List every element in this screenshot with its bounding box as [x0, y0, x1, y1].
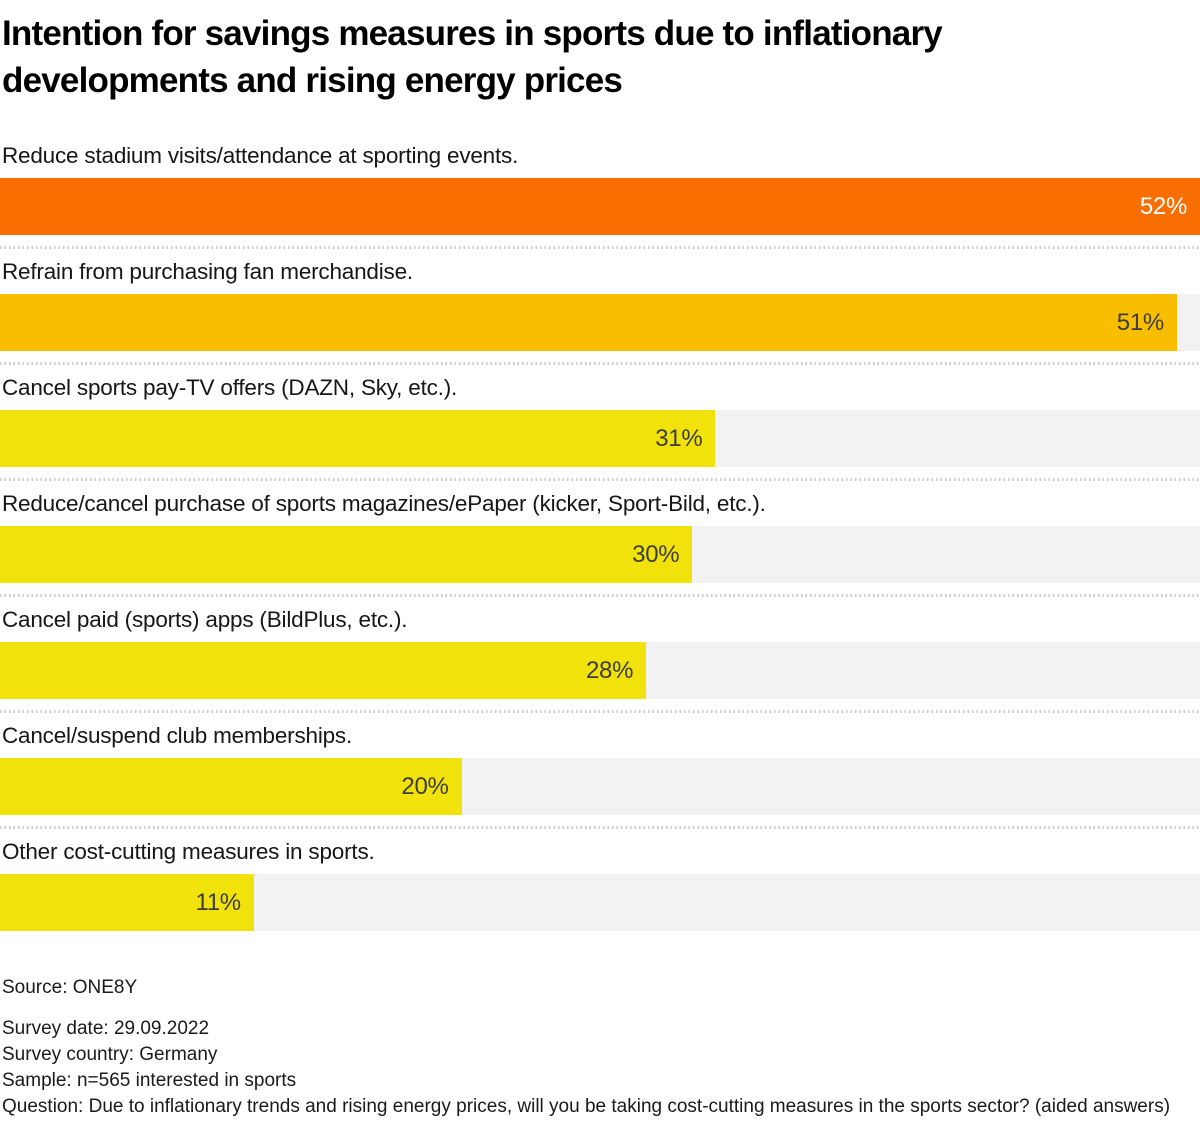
chart-title: Intention for savings measures in sports…: [2, 14, 943, 100]
row-separator: [0, 478, 1200, 481]
bar-category-label: Refrain from purchasing fan merchandise.: [2, 259, 413, 284]
bar-row: Cancel paid (sports) apps (BildPlus, etc…: [0, 607, 1200, 699]
row-separator: [0, 594, 1200, 597]
bar-row: Cancel/suspend club memberships. 20%: [0, 723, 1200, 815]
bar-category-label: Cancel/suspend club memberships.: [2, 723, 353, 748]
footer-notes: Source: ONE8Y Survey date: 29.09.2022 Su…: [2, 975, 1200, 1120]
bar-value-label: 52%: [1139, 192, 1187, 220]
bar-track: 28%: [0, 642, 1200, 699]
row-separator: [0, 246, 1200, 249]
bar-value-label: 30%: [632, 540, 680, 568]
question-note: Question: Due to inflationary trends and…: [2, 1096, 1171, 1117]
bar-category-label: Cancel paid (sports) apps (BildPlus, etc…: [2, 607, 408, 632]
bar-row: Reduce stadium visits/attendance at spor…: [0, 143, 1200, 235]
survey-country-note: Survey country: Germany: [2, 1044, 218, 1065]
bar-category-label: Reduce stadium visits/attendance at spor…: [2, 143, 519, 168]
survey-date-note: Survey date: 29.09.2022: [2, 1018, 210, 1039]
bar-track: 52%: [0, 178, 1200, 235]
bar-category-label: Other cost-cutting measures in sports.: [2, 839, 375, 864]
bar-fill: 31%: [0, 410, 716, 467]
bar-track: 51%: [0, 294, 1200, 351]
bar-value-label: 51%: [1116, 308, 1164, 336]
bar-chart: Reduce stadium visits/attendance at spor…: [0, 143, 1200, 931]
bar-row: Refrain from purchasing fan merchandise.…: [0, 259, 1200, 351]
bar-value-label: 11%: [195, 888, 241, 916]
bar-track: 30%: [0, 526, 1200, 583]
bar-value-label: 28%: [586, 656, 634, 684]
bar-category-label: Cancel sports pay-TV offers (DAZN, Sky, …: [2, 375, 458, 400]
bar-fill: 51%: [0, 294, 1177, 351]
sample-note: Sample: n=565 interested in sports: [2, 1070, 297, 1091]
bar-row: Other cost-cutting measures in sports. 11…: [0, 839, 1200, 931]
bar-category-label: Reduce/cancel purchase of sports magazin…: [2, 491, 766, 516]
bar-track: 31%: [0, 410, 1200, 467]
bar-row: Cancel sports pay-TV offers (DAZN, Sky, …: [0, 375, 1200, 467]
bar-fill: 11%: [0, 874, 254, 931]
bar-fill: 30%: [0, 526, 693, 583]
bar-track: 20%: [0, 758, 1200, 815]
bar-fill: 28%: [0, 642, 647, 699]
bar-track: 11%: [0, 874, 1200, 931]
row-separator: [0, 710, 1200, 713]
bar-row: Reduce/cancel purchase of sports magazin…: [0, 491, 1200, 583]
row-separator: [0, 362, 1200, 365]
source-note: Source: ONE8Y: [2, 977, 138, 998]
bar-value-label: 31%: [655, 424, 703, 452]
row-separator: [0, 826, 1200, 829]
bar-fill: 20%: [0, 758, 462, 815]
bar-fill: 52%: [0, 178, 1200, 235]
bar-value-label: 20%: [401, 772, 449, 800]
